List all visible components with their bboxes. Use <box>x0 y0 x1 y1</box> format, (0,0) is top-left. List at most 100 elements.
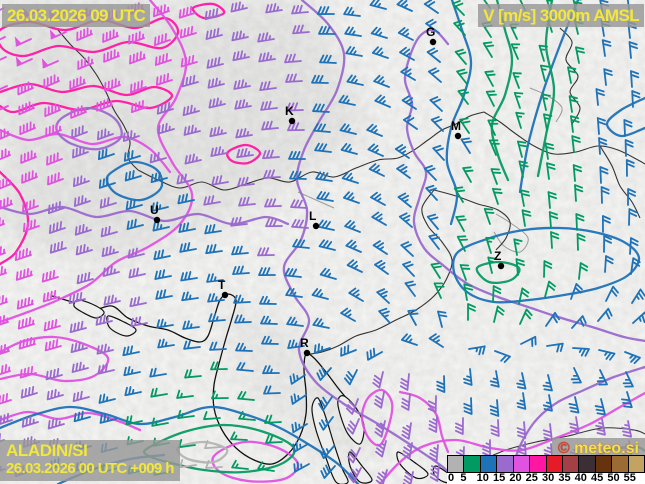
wind-barb <box>205 459 223 469</box>
wind-barb <box>600 186 610 204</box>
wind-barb <box>544 142 555 160</box>
wind-barb <box>371 211 387 226</box>
wind-barb <box>49 240 67 254</box>
wind-barb <box>318 25 336 35</box>
wind-barb <box>102 265 120 277</box>
wind-barb <box>344 26 362 37</box>
wind-barb <box>290 393 307 405</box>
border-line <box>309 189 453 355</box>
wind-barb <box>234 99 252 110</box>
wind-barb <box>627 188 636 206</box>
isotach-contour <box>0 410 142 432</box>
wind-barb <box>631 90 641 108</box>
city-label: T <box>218 278 226 292</box>
wind-barb <box>313 343 331 354</box>
wind-barb <box>545 311 560 327</box>
wind-barb <box>237 390 255 401</box>
wind-barb <box>348 287 364 302</box>
wind-barb <box>287 122 305 132</box>
wind-barb <box>428 233 440 250</box>
wind-barb <box>15 56 33 67</box>
wind-barb <box>484 70 496 87</box>
wind-barb <box>230 216 248 227</box>
wind-barb <box>575 46 585 64</box>
wind-barb <box>370 26 388 39</box>
wind-barb <box>231 30 249 42</box>
wind-barb <box>398 212 413 228</box>
wind-barb <box>433 282 445 299</box>
wind-barb <box>262 365 280 375</box>
wind-barb <box>312 317 330 329</box>
wind-barb <box>230 431 248 441</box>
wind-barb <box>313 123 331 133</box>
wind-barb <box>368 163 385 177</box>
wind-barb <box>518 287 530 305</box>
wind-barb <box>72 175 90 188</box>
wind-barb <box>43 74 60 89</box>
wind-barb <box>231 459 249 470</box>
wind-barb <box>400 241 414 257</box>
wind-barb <box>345 239 362 253</box>
wind-barb <box>232 265 250 276</box>
wind-barb <box>630 70 640 88</box>
wind-barb <box>235 342 253 352</box>
wind-barb <box>97 148 115 161</box>
wind-barb <box>427 395 437 413</box>
wind-barb <box>605 285 619 302</box>
legend-color-cell <box>448 456 465 472</box>
wind-barb <box>22 199 39 213</box>
wind-barb <box>76 27 93 42</box>
wind-barb <box>181 291 199 302</box>
wind-barb <box>261 335 279 345</box>
wind-barb <box>0 56 7 65</box>
wind-barb <box>22 219 40 233</box>
wind-barb <box>291 4 309 15</box>
wind-barb <box>315 171 333 182</box>
wind-barb <box>372 240 388 255</box>
wind-barb <box>125 198 143 211</box>
wind-barb <box>629 237 639 255</box>
legend-value-labels: 0 5 10 15 20 25 30 35 40 45 50 55 <box>447 472 645 484</box>
wind-barb <box>0 36 6 45</box>
wind-barb <box>211 390 229 400</box>
wind-barb <box>436 375 446 393</box>
wind-barb <box>312 103 330 113</box>
wind-barb <box>344 219 361 233</box>
wind-barb <box>454 417 464 435</box>
wind-barb <box>467 303 476 321</box>
wind-barb <box>429 444 439 462</box>
legend-color-cell <box>513 456 531 472</box>
legend-color-cell <box>464 456 481 472</box>
legend-color-cell <box>546 456 563 472</box>
wind-barb <box>429 464 440 482</box>
city-dot <box>221 291 229 299</box>
wind-barb <box>207 77 225 89</box>
wind-barb <box>456 68 468 85</box>
wind-barb <box>179 242 197 253</box>
city-marker-layer: G K M U L Z T R <box>150 25 505 357</box>
wind-barb <box>286 102 304 112</box>
wind-barb <box>570 367 582 384</box>
legend-color-cell <box>612 456 629 472</box>
model-name: ALADIN/SI <box>6 441 88 460</box>
wind-barb <box>396 0 413 12</box>
wind-barb <box>73 195 91 207</box>
wind-barb <box>156 318 174 329</box>
wind-barb <box>546 162 556 180</box>
wind-barb <box>180 54 198 68</box>
wind-barb <box>291 219 309 229</box>
wind-barb <box>265 434 283 444</box>
wind-barb <box>317 6 335 16</box>
wind-barb <box>287 339 305 350</box>
wind-barb <box>0 128 10 143</box>
wind-barb <box>459 117 471 134</box>
wind-barb <box>102 29 119 43</box>
wind-barb <box>69 320 87 333</box>
wind-barb <box>127 247 145 259</box>
wind-barb <box>401 422 412 440</box>
wind-barb <box>18 101 35 116</box>
wind-barb <box>19 365 37 379</box>
wind-barb <box>311 288 329 300</box>
wind-barb <box>209 126 227 138</box>
wind-barb <box>455 215 467 232</box>
